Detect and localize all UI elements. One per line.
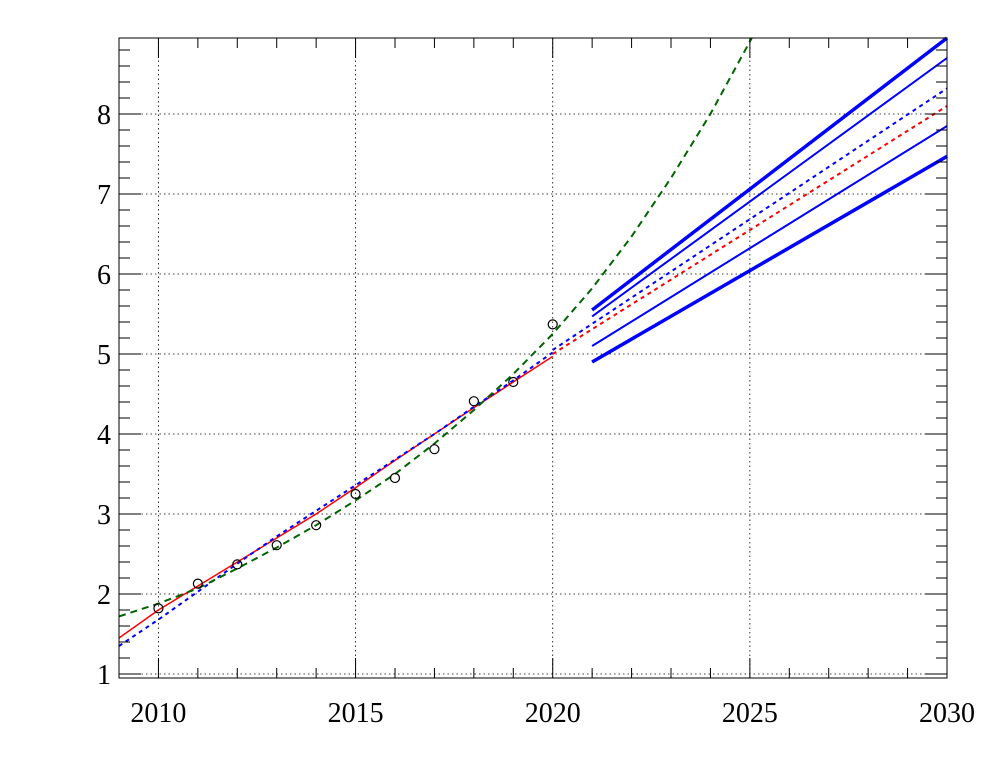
y-tick-label: 4 [97,420,111,451]
data-point [192,578,203,589]
data-point [153,603,164,614]
y-tick-label: 5 [97,340,111,371]
series-line-2 [118,37,753,618]
data-point [232,559,243,570]
x-tick-label: 2015 [328,698,384,729]
series-line-3 [552,105,948,355]
y-tick-label: 7 [97,180,111,211]
series-line-1 [118,351,554,647]
plot-frame [118,37,948,679]
series-line-5 [591,36,949,312]
y-tick-label: 1 [97,660,111,691]
data-point [547,319,558,330]
observed-points [153,319,558,614]
grid [119,38,947,678]
data-point [350,488,361,500]
series-line-6 [591,57,948,318]
series-group [118,36,949,647]
axis-ticks [118,38,948,678]
x-tick-label: 2020 [525,698,581,729]
data-point [271,540,282,551]
series-line-8 [591,154,948,364]
y-tick-label: 3 [97,500,111,531]
data-point [389,472,401,484]
y-tick-label: 2 [97,580,111,611]
series-line-4 [552,87,948,351]
x-tick-label: 2010 [130,698,186,729]
data-point [311,520,322,531]
y-tick-label: 8 [97,100,111,131]
series-line-7 [591,125,948,347]
x-tick-label: 2025 [722,698,778,729]
data-point [468,396,479,407]
data-point [429,444,440,455]
tick-labels: 2010 2015 2020 2025 2030 1 2 3 4 5 6 7 8 [97,100,975,729]
y-tick-label: 6 [97,260,111,291]
data-point [508,376,519,388]
x-tick-label: 2030 [919,698,975,729]
